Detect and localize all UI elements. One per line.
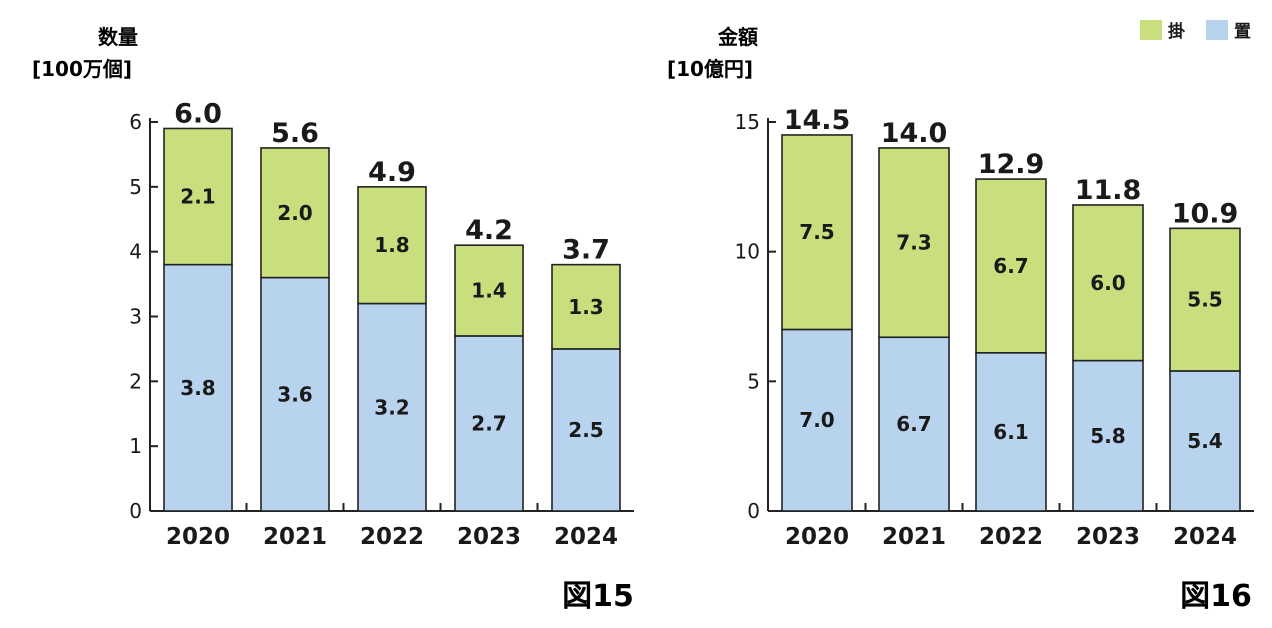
legend-swatch-oki xyxy=(1206,20,1228,40)
bar-segment-oki xyxy=(1169,370,1241,512)
segment-value-label: 5.8 xyxy=(1090,424,1125,448)
segment-value-label: 7.3 xyxy=(896,231,931,255)
segment-value-label: 3.8 xyxy=(180,376,215,400)
legend-label-oki: 置 xyxy=(1234,22,1251,42)
x-category-label: 2020 xyxy=(166,524,230,550)
x-category-label: 2024 xyxy=(554,524,618,550)
y-tick-label: 10 xyxy=(735,240,760,264)
bar-segment-kake xyxy=(357,186,427,305)
segment-value-label: 7.0 xyxy=(799,408,834,432)
bar-total-label: 10.9 xyxy=(1172,198,1239,229)
figure-label: 図15 xyxy=(562,579,634,614)
x-category-label: 2021 xyxy=(263,524,327,550)
segment-value-label: 5.5 xyxy=(1187,288,1222,312)
bar-total-label: 4.2 xyxy=(465,215,513,246)
x-category-label: 2024 xyxy=(1173,524,1237,550)
x-category-label: 2022 xyxy=(979,524,1043,550)
bar-segment-kake xyxy=(260,147,330,279)
segment-value-label: 6.0 xyxy=(1090,271,1125,295)
x-category-label: 2020 xyxy=(785,524,849,550)
chart-quantity: 数量 [100万個] 図15 0 1 2 3 4 5 6 3.8 2.1 6.0 2020 3.6 2.… xyxy=(32,25,634,614)
segment-value-label: 3.2 xyxy=(374,395,409,419)
bar-total-label: 14.0 xyxy=(881,118,948,149)
segment-value-label: 1.8 xyxy=(374,233,409,257)
bar-total-label: 14.5 xyxy=(784,105,851,136)
ylabel-line2: [100万個] xyxy=(32,57,132,81)
segment-value-label: 2.1 xyxy=(180,185,215,209)
ylabel-line1: 金額 xyxy=(717,25,758,49)
x-category-label: 2023 xyxy=(1076,524,1140,550)
segment-value-label: 3.6 xyxy=(277,382,312,406)
y-tick-label: 6 xyxy=(129,110,142,134)
bar-segment-kake xyxy=(551,263,621,350)
bar-segment-oki xyxy=(260,276,330,512)
figure-label: 図16 xyxy=(1180,579,1252,614)
x-category-label: 2021 xyxy=(882,524,946,550)
y-tick-label: 5 xyxy=(747,369,760,393)
bar-segment-oki xyxy=(551,348,621,512)
x-category-label: 2022 xyxy=(360,524,424,550)
segment-value-label: 6.7 xyxy=(896,412,931,436)
bar-segment-kake xyxy=(163,127,233,266)
segment-value-label: 2.5 xyxy=(568,418,603,442)
bar-total-label: 3.7 xyxy=(562,235,610,266)
segment-value-label: 2.0 xyxy=(277,201,312,225)
y-tick-label: 4 xyxy=(129,240,142,264)
legend-label-kake: 掛 xyxy=(1168,21,1185,42)
bar-segment-kake xyxy=(781,134,853,331)
bar-segment-oki xyxy=(357,302,427,512)
y-tick-label: 0 xyxy=(747,499,760,523)
bar-total-label: 5.6 xyxy=(271,118,319,149)
ylabel-line1: 数量 xyxy=(98,25,138,49)
bar-segment-kake xyxy=(975,178,1047,354)
bar-segment-kake xyxy=(454,244,524,337)
segment-value-label: 2.7 xyxy=(471,411,506,435)
bar-total-label: 11.8 xyxy=(1075,175,1142,206)
ylabel-line2: [10億円] xyxy=(667,57,753,81)
bar-segment-oki xyxy=(1072,359,1144,512)
bar-segment-oki xyxy=(454,335,524,512)
segment-value-label: 1.4 xyxy=(471,279,506,303)
segment-value-label: 1.3 xyxy=(568,295,603,319)
legend-swatch-kake xyxy=(1140,20,1162,40)
y-tick-label: 2 xyxy=(129,369,142,393)
chart-amount: 金額 [10億円] 図16 0 5 10 15 7.0 7.5 14.5 2020 6.7 7.3… xyxy=(667,25,1254,614)
segment-value-label: 5.4 xyxy=(1187,429,1222,453)
x-category-label: 2023 xyxy=(457,524,521,550)
bar-segment-kake xyxy=(1169,227,1241,372)
y-tick-label: 3 xyxy=(129,305,142,329)
y-tick-label: 15 xyxy=(735,110,760,134)
bar-segment-oki xyxy=(163,263,233,512)
segment-value-label: 6.7 xyxy=(993,254,1028,278)
segment-value-label: 7.5 xyxy=(799,220,834,244)
y-tick-label: 0 xyxy=(129,499,142,523)
bar-segment-oki xyxy=(878,336,950,512)
y-tick-label: 1 xyxy=(129,434,142,458)
segment-value-label: 6.1 xyxy=(993,420,1028,444)
legend: 掛 置 xyxy=(1140,20,1251,42)
bar-segment-kake xyxy=(878,147,950,339)
bar-segment-kake xyxy=(1072,204,1144,362)
bar-total-label: 12.9 xyxy=(978,149,1045,180)
y-tick-label: 5 xyxy=(129,175,142,199)
bar-total-label: 4.9 xyxy=(368,157,416,188)
bar-total-label: 6.0 xyxy=(174,98,222,129)
